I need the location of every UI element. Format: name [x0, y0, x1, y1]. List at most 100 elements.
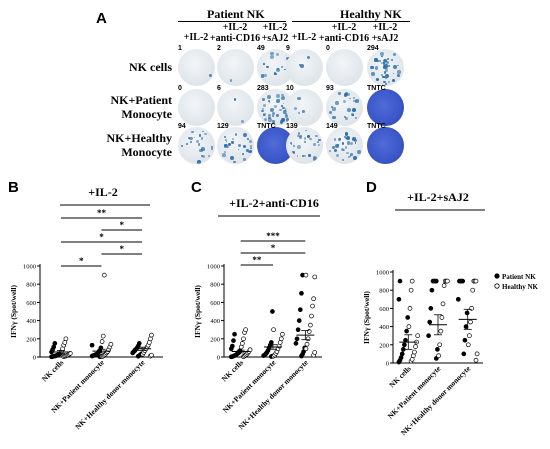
patient-nk-point: [136, 341, 142, 346]
spot: [387, 57, 390, 60]
spot: [201, 147, 205, 152]
healthy-nk-point: [408, 287, 414, 293]
spot: [285, 118, 290, 122]
spot: [225, 140, 228, 143]
spot: [315, 134, 318, 138]
legend-patient-marker: [494, 273, 500, 279]
column-header-3: +IL-2 +sAJ2: [261, 22, 289, 44]
spot: [316, 141, 320, 144]
spot-count-label: 1: [178, 45, 182, 52]
spot: [242, 133, 247, 137]
spot-count-label: 129: [217, 123, 229, 130]
spot-count-label: 0: [326, 45, 330, 52]
patient-nk-point: [296, 318, 302, 323]
spot: [298, 111, 301, 114]
spot: [189, 140, 192, 143]
spot: [318, 139, 321, 142]
spot: [383, 63, 388, 68]
spot: [384, 77, 387, 80]
chart-title: +IL-2: [88, 185, 118, 199]
spot: [374, 66, 379, 70]
spot: [346, 136, 350, 141]
spot: [225, 138, 228, 141]
spot: [375, 77, 379, 81]
spot: [284, 68, 286, 71]
elispot-well: [286, 49, 323, 86]
spot: [344, 136, 347, 138]
patient-nk-point: [405, 315, 411, 320]
column-header-1: +IL-2: [183, 32, 209, 43]
healthy-nk-point: [101, 272, 107, 278]
spot: [292, 150, 295, 154]
spot: [303, 137, 306, 140]
spot: [263, 63, 265, 65]
category-label: NK cells: [220, 358, 245, 383]
spot: [276, 93, 281, 98]
spot: [353, 138, 357, 142]
significance-label: *: [271, 243, 276, 253]
spot-count-label: TNTC: [257, 123, 276, 130]
panel-d-letter: D: [366, 179, 377, 196]
spot: [345, 137, 347, 140]
spot: [226, 145, 229, 149]
legend-healthy-marker: [494, 283, 500, 289]
patient-nk-point: [464, 310, 470, 316]
elispot-well: [257, 89, 294, 126]
spot-count-label: 94: [178, 123, 186, 130]
healthy-nk-point: [465, 342, 471, 348]
healthy-nk-point: [441, 283, 447, 288]
healthy-nk-point: [473, 278, 479, 284]
spot: [202, 130, 204, 133]
spot: [283, 107, 286, 109]
healthy-nk-point: [470, 287, 476, 293]
healthy-nk-point: [312, 350, 318, 355]
spot: [211, 146, 213, 148]
spot: [297, 132, 301, 135]
category-label: NK cells: [387, 364, 412, 389]
spot: [382, 60, 387, 64]
spot: [243, 158, 247, 162]
healthy-nk-point: [149, 332, 154, 338]
healthy-nk-point: [303, 272, 309, 278]
spot: [303, 154, 306, 158]
elispot-well: [326, 127, 363, 164]
elispot-well: [367, 49, 404, 86]
chart-title: +IL-2+anti-CD16: [229, 196, 319, 210]
significance-label: ***: [266, 231, 280, 241]
column-header-2: +IL-2 +anti-CD16: [209, 22, 261, 44]
spot: [350, 153, 353, 156]
y-tick-label: 0: [33, 355, 36, 362]
spot-count-label: TNTC: [367, 123, 386, 130]
y-tick-label: 200: [26, 336, 36, 343]
spot: [397, 74, 401, 78]
spot: [397, 64, 400, 67]
patient-nk-point: [396, 296, 402, 302]
spot-count-label: 0: [178, 85, 182, 92]
spot: [262, 103, 267, 108]
spot: [248, 139, 252, 144]
healthy-nk-point: [436, 353, 441, 359]
panel-c-letter: C: [191, 179, 202, 196]
spot: [224, 136, 227, 138]
healthy-nk-point: [413, 344, 418, 349]
elispot-well: [217, 127, 254, 164]
spot: [280, 65, 283, 68]
spot: [357, 149, 362, 154]
y-axis-label: IFNγ (Spot/well): [9, 285, 18, 338]
spot: [298, 136, 302, 140]
spot: [237, 148, 240, 151]
y-tick-label: 0: [217, 355, 220, 362]
patient-nk-point: [399, 351, 405, 357]
spot: [191, 130, 195, 134]
patient-nk-point: [294, 336, 300, 342]
patient-nk-point: [404, 328, 409, 334]
spot: [385, 73, 390, 78]
spot: [381, 75, 385, 79]
spot: [305, 129, 307, 132]
spot: [348, 97, 351, 100]
healthy-nk-point: [311, 296, 316, 302]
spot: [300, 135, 302, 138]
spot: [391, 79, 395, 82]
healthy-nk-point: [306, 329, 312, 334]
spot: [246, 149, 249, 152]
